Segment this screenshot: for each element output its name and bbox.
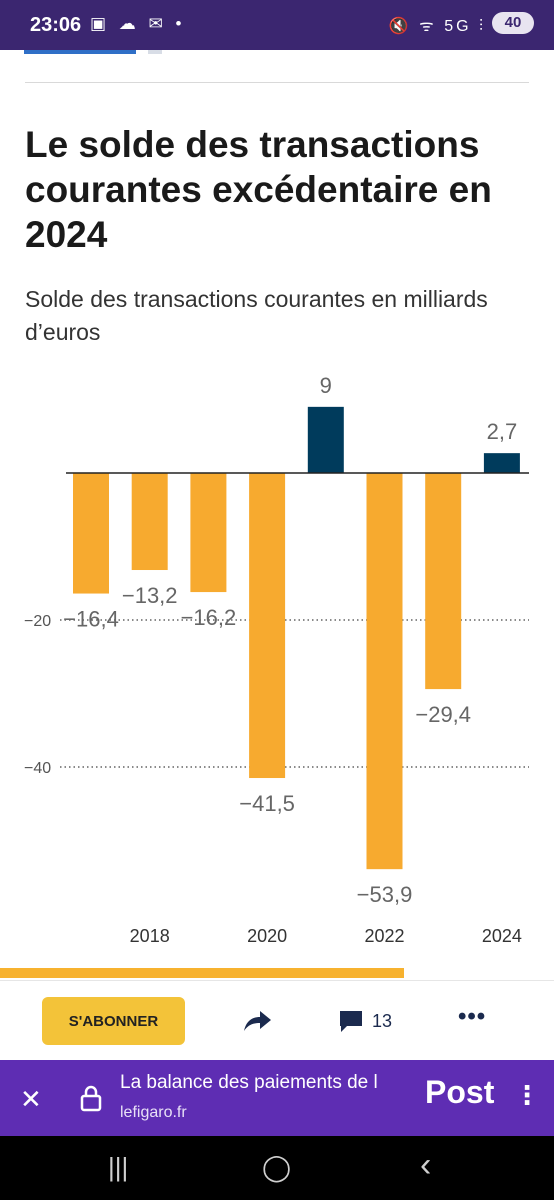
lock-icon — [80, 1085, 102, 1112]
comments-button[interactable]: 13 — [338, 1005, 392, 1037]
battery-icon: 40 — [492, 12, 534, 34]
chart-subtitle: Solde des transactions courantes en mill… — [25, 286, 488, 345]
subscribe-button[interactable]: S'ABONNER — [42, 997, 185, 1045]
comment-icon — [340, 1011, 362, 1032]
action-bar: S'ABONNER 13 ••• — [0, 980, 554, 1061]
banner-url[interactable]: lefigaro.fr — [120, 1104, 187, 1121]
kebab-menu-icon[interactable]: ⋮ — [514, 1080, 540, 1110]
value-label: −41,5 — [239, 791, 295, 816]
previous-content-strip-2 — [148, 50, 162, 54]
more-icon[interactable]: ••• — [458, 1003, 487, 1030]
bar — [307, 406, 344, 473]
brand-logo[interactable]: Post — [425, 1074, 495, 1110]
bar-chart: −20 −40 −16,4−13,2−16,2 −41,5 9 −53,9 −29,4 2,7… — [24, 373, 529, 946]
previous-content-strip — [24, 50, 136, 54]
value-label: −29,4 — [415, 702, 471, 727]
notification-icons: ▣ ☁ ✉ • — [90, 14, 186, 33]
x-tick-label: 2022 — [364, 926, 404, 946]
bar — [190, 473, 227, 593]
value-label: −16,2 — [181, 605, 237, 630]
value-label: 2,7 — [487, 419, 518, 444]
signal-icons: 🔇 ᯤ 5G ⫶ — [388, 18, 486, 35]
banner-title[interactable]: La balance des paiements de l — [120, 1072, 378, 1093]
bar — [425, 473, 462, 690]
chart-title: Le solde des transactions courantes excé… — [25, 124, 492, 255]
back-icon[interactable]: ‹ — [420, 1146, 432, 1184]
bar — [483, 453, 520, 473]
value-label: −16,4 — [63, 607, 119, 632]
section-divider — [25, 82, 529, 83]
bar — [366, 473, 403, 870]
x-tick-label: 2024 — [482, 926, 522, 946]
browser-banner: ✕ La balance des paiements de l lefigaro… — [0, 1060, 554, 1136]
value-label: 9 — [320, 373, 332, 398]
share-icon[interactable] — [240, 1005, 274, 1037]
comments-count: 13 — [372, 1010, 393, 1031]
status-bar: 23:06 ▣ ☁ ✉ • 🔇 ᯤ 5G ⫶ 40 — [0, 0, 554, 50]
x-tick-label: 2020 — [247, 926, 287, 946]
status-time: 23:06 — [30, 14, 82, 36]
y-tick-label: −20 — [24, 613, 51, 630]
reading-progress-bar — [0, 968, 405, 978]
bar — [131, 473, 168, 571]
home-icon[interactable]: ◯ — [262, 1152, 292, 1182]
value-label: −13,2 — [122, 583, 178, 608]
value-label: −53,9 — [357, 882, 413, 907]
bar — [249, 473, 286, 779]
y-tick-label: −40 — [24, 760, 51, 777]
close-icon[interactable]: ✕ — [20, 1084, 42, 1114]
reading-progress-track — [0, 968, 554, 978]
system-nav-bar: ||| ◯ ‹ — [0, 1136, 554, 1200]
recent-apps-icon[interactable]: ||| — [108, 1152, 129, 1182]
x-tick-label: 2018 — [130, 926, 170, 946]
bar — [73, 473, 109, 594]
